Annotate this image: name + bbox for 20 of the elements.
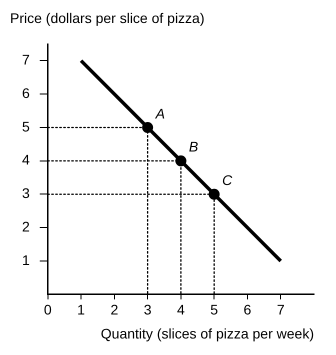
- annotation: C: [222, 172, 234, 188]
- y-tick-label: 3: [22, 185, 30, 202]
- y-tick-label: 1: [22, 252, 30, 268]
- x-tick-label: 6: [244, 302, 252, 318]
- y-tick-label: 6: [22, 84, 30, 101]
- y-axis-title: Price (dollars per slice of pizza): [10, 10, 205, 26]
- y-tick-label: 2: [22, 218, 30, 234]
- x-axis-title: Quantity (slices of pizza per week): [100, 325, 314, 342]
- x-tick-label: 0: [44, 302, 52, 318]
- annotation: B: [188, 138, 198, 155]
- annotation: A: [154, 105, 165, 122]
- y-tick-label: 5: [22, 118, 30, 134]
- x-tick-label: 3: [144, 302, 152, 318]
- x-tick-label: 5: [210, 302, 218, 318]
- x-tick-label: 4: [176, 302, 185, 318]
- x-tick-label: 1: [77, 302, 86, 318]
- y-tick-label: 7: [22, 52, 30, 68]
- x-tick-label: 7: [276, 302, 285, 318]
- x-tick-label: 2: [110, 302, 118, 318]
- y-tick-label: 4: [22, 152, 30, 168]
